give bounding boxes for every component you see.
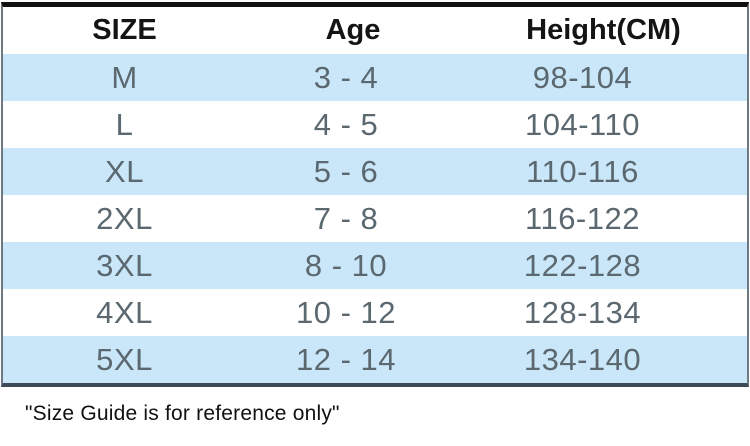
cell-height: 98-104	[532, 60, 633, 95]
cell-size: L	[115, 107, 134, 142]
table-row: 4XL 10 - 12 128-134	[3, 289, 747, 336]
cell-height: 104-110	[525, 107, 640, 142]
column-header-height: Height(CM)	[526, 14, 681, 46]
table-row: L 4 - 5 104-110	[3, 101, 747, 148]
column-header-age: Age	[325, 14, 381, 46]
cell-age: 3 - 4	[313, 60, 379, 95]
table-row: 5XL 12 - 14 134-140	[3, 336, 747, 383]
cell-size: 2XL	[96, 201, 153, 236]
column-header-size: SIZE	[92, 14, 157, 46]
table-row: XL 5 - 6 110-116	[3, 148, 747, 195]
cell-size: 3XL	[96, 248, 153, 283]
cell-age: 4 - 5	[313, 107, 379, 142]
cell-height: 134-140	[523, 342, 642, 377]
table-row: M 3 - 4 98-104	[3, 54, 747, 101]
cell-age: 10 - 12	[295, 295, 396, 330]
table-header-row: SIZE Age Height(CM)	[3, 7, 747, 54]
cell-size: M	[111, 60, 138, 95]
cell-height: 122-128	[523, 248, 642, 283]
cell-size: XL	[105, 154, 144, 189]
cell-size: 4XL	[96, 295, 153, 330]
cell-height: 110-116	[526, 154, 639, 189]
size-guide-table: SIZE Age Height(CM) M 3 - 4 98-104 L 4 -…	[1, 2, 749, 387]
cell-age: 8 - 10	[304, 248, 388, 283]
cell-age: 5 - 6	[313, 154, 379, 189]
table-row: 2XL 7 - 8 116-122	[3, 195, 747, 242]
table-row: 3XL 8 - 10 122-128	[3, 242, 747, 289]
cell-height: 128-134	[523, 295, 642, 330]
cell-height: 116-122	[525, 201, 640, 236]
cell-size: 5XL	[96, 342, 153, 377]
footer-note: "Size Guide is for reference only"	[25, 402, 340, 425]
cell-age: 12 - 14	[295, 342, 396, 377]
cell-age: 7 - 8	[313, 201, 379, 236]
